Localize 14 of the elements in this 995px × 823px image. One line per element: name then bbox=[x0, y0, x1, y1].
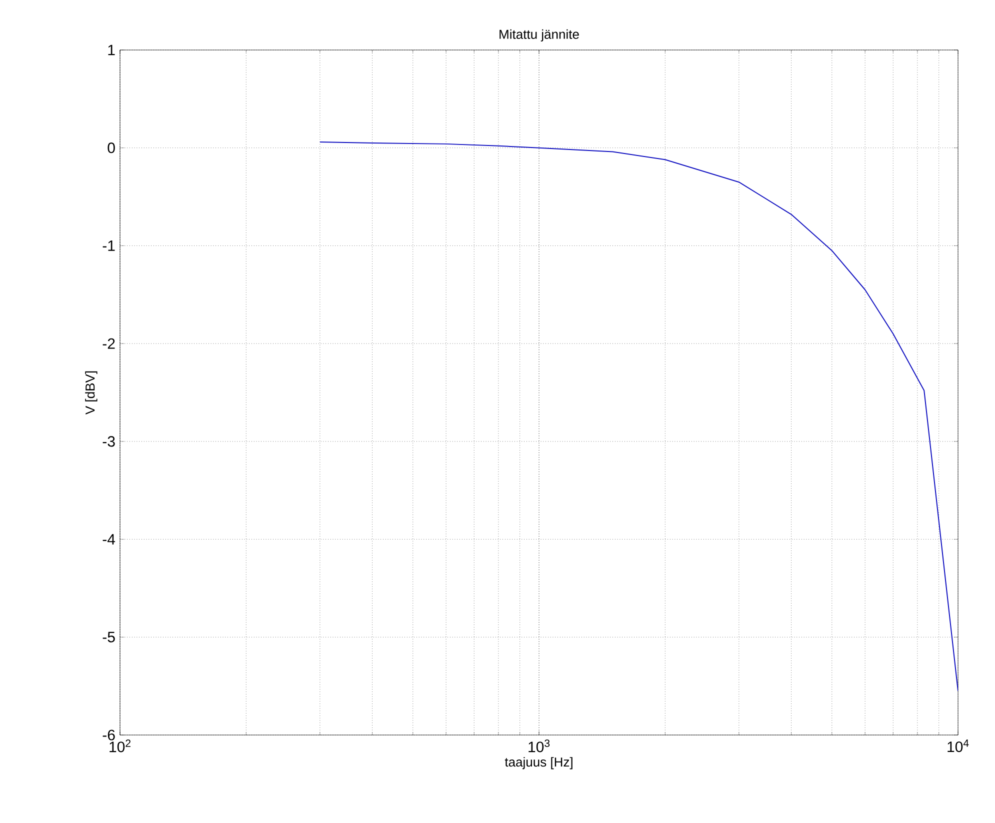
y-tick-label: 1 bbox=[108, 44, 115, 56]
y-axis-title: V [dBV] bbox=[85, 371, 98, 414]
chart-title: Mitattu jännite bbox=[500, 29, 579, 42]
x-tick-label: 10$^{2}$ bbox=[110, 740, 130, 752]
y-tick-label: -2 bbox=[102, 338, 115, 349]
x-tick-label: 10$^{4}$ bbox=[948, 740, 969, 752]
y-tick-label: -4 bbox=[102, 534, 116, 544]
x-axis-title: taajuus [Hz] bbox=[504, 757, 572, 770]
y-tick-label: -6 bbox=[102, 730, 115, 740]
x-tick-label: 10$^{3}$ bbox=[528, 740, 550, 752]
y-tick-label: -1 bbox=[102, 240, 115, 251]
y-tick-label: 0 bbox=[108, 142, 115, 154]
y-tick-label: -5 bbox=[102, 632, 115, 642]
y-tick-label: -3 bbox=[102, 436, 115, 447]
